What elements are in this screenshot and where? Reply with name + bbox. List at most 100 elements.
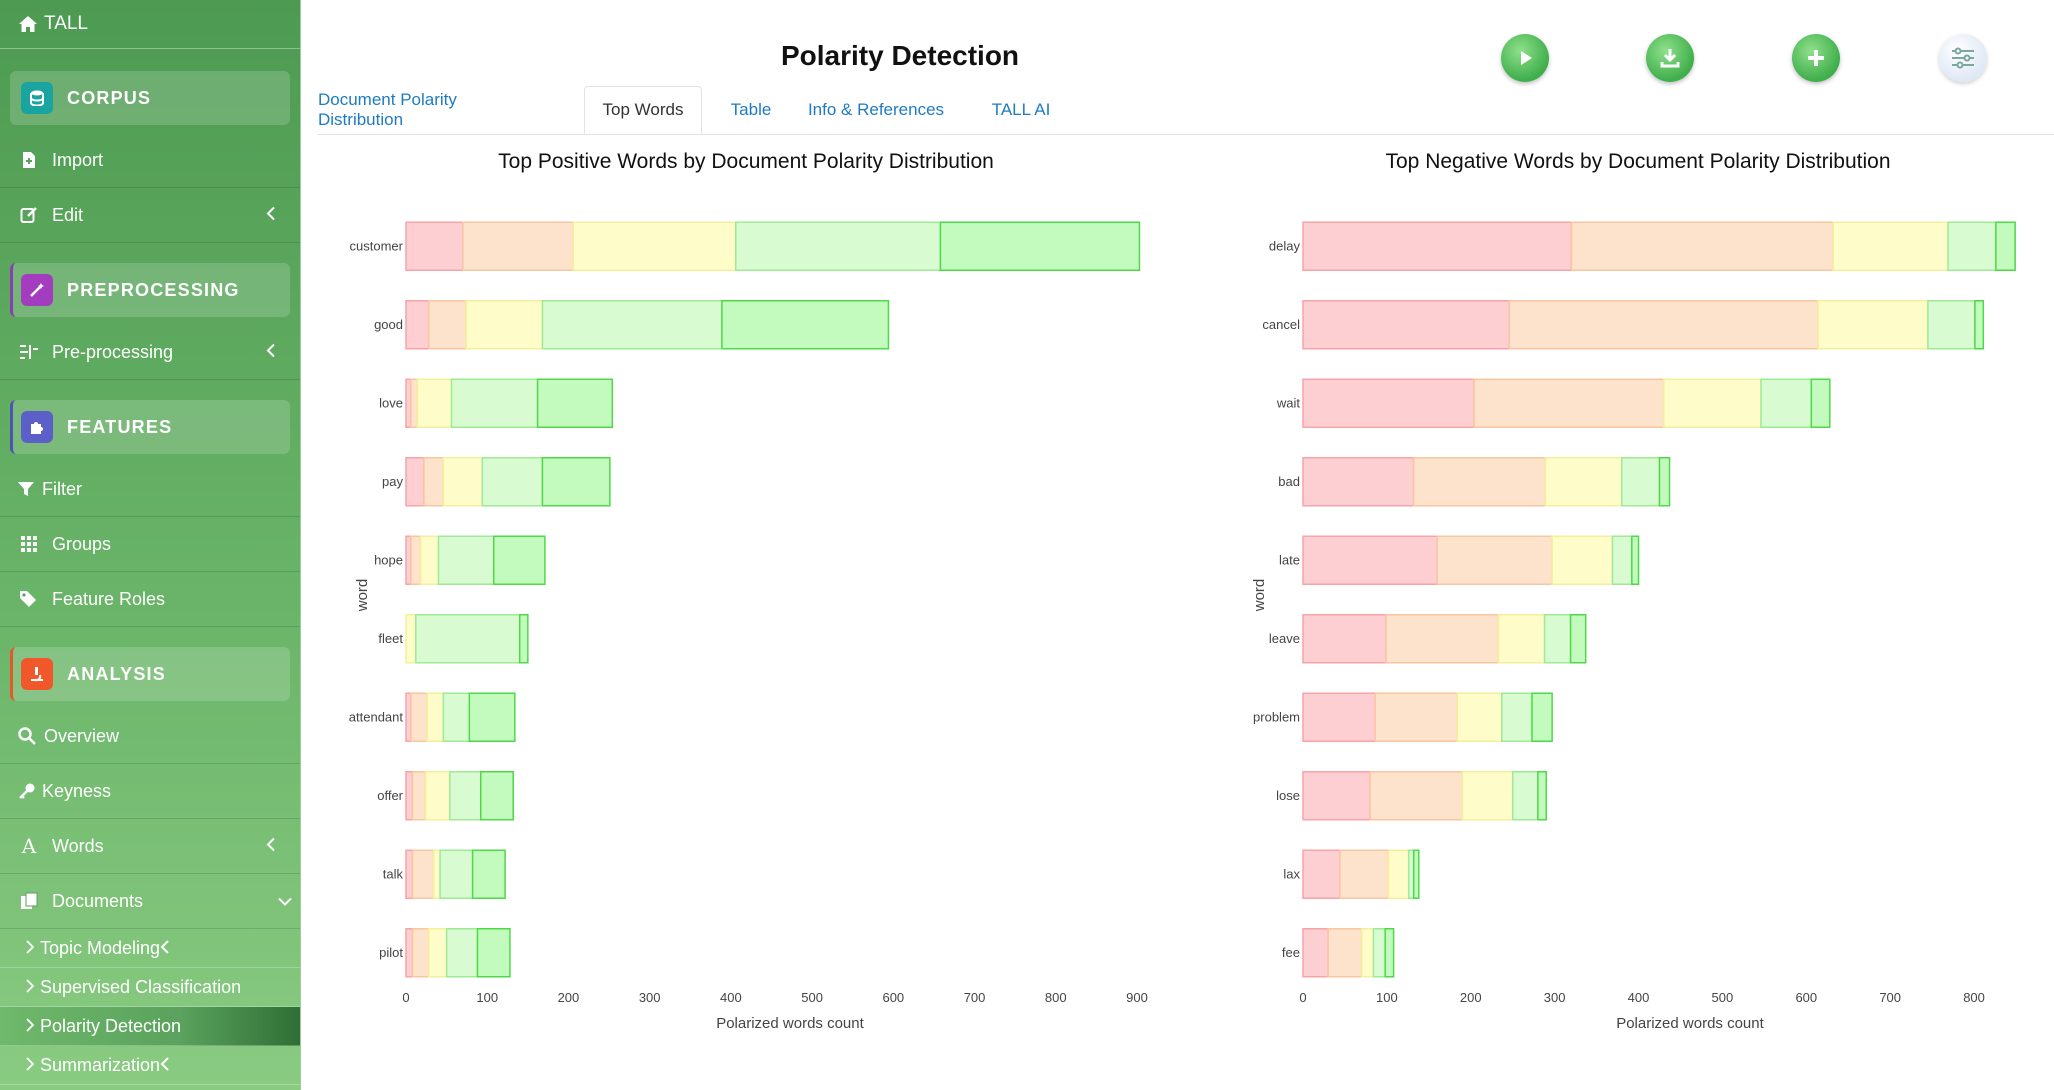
bar-segment[interactable] [432, 849, 441, 899]
bar-segment[interactable] [518, 614, 529, 664]
bar-segment[interactable] [1631, 535, 1640, 585]
sidebar-item-words[interactable]: A Words [0, 819, 300, 874]
bar-segment[interactable] [1544, 457, 1623, 507]
bar-segment[interactable] [1302, 614, 1387, 664]
bar-segment[interactable] [410, 692, 428, 742]
bar-segment[interactable] [1817, 300, 1929, 350]
bar-segment[interactable] [426, 692, 445, 742]
bar-segment[interactable] [405, 457, 425, 507]
bar-segment[interactable] [1384, 928, 1395, 978]
bar-segment[interactable] [414, 614, 521, 664]
bar-segment[interactable] [468, 692, 516, 742]
bar-segment[interactable] [1387, 849, 1410, 899]
bar-segment[interactable] [1531, 692, 1553, 742]
sidebar-item-feature-roles[interactable]: Feature Roles [0, 572, 300, 627]
bar-segment[interactable] [405, 771, 414, 821]
bar-segment[interactable] [1461, 771, 1514, 821]
bar-segment[interactable] [410, 535, 422, 585]
bar-segment[interactable] [465, 300, 544, 350]
section-corpus[interactable]: CORPUS [10, 71, 290, 125]
bar-segment[interactable] [1569, 614, 1587, 664]
bar-segment[interactable] [492, 535, 546, 585]
bar-segment[interactable] [1621, 457, 1661, 507]
tab-table[interactable]: Table [730, 100, 772, 119]
bar-segment[interactable] [427, 300, 467, 350]
bar-segment[interactable] [1385, 614, 1500, 664]
bar-segment[interactable] [411, 771, 427, 821]
add-to-report-button[interactable] [1792, 34, 1840, 82]
bar-segment[interactable] [1501, 692, 1533, 742]
bar-segment[interactable] [1473, 378, 1665, 428]
bar-segment[interactable] [405, 928, 414, 978]
bar-segment[interactable] [423, 457, 445, 507]
sidebar-brand[interactable]: TALL [0, 0, 300, 49]
export-button[interactable] [1646, 34, 1694, 82]
bar-segment[interactable] [1927, 300, 1976, 350]
bar-segment[interactable] [442, 457, 484, 507]
sidebar-subitem-supervised-classification[interactable]: Supervised Classification [0, 968, 300, 1007]
section-features[interactable]: FEATURES [10, 400, 290, 454]
bar-segment[interactable] [1810, 378, 1831, 428]
bar-segment[interactable] [1302, 928, 1329, 978]
bar-segment[interactable] [427, 928, 448, 978]
bar-segment[interactable] [479, 771, 514, 821]
bar-segment[interactable] [735, 221, 942, 271]
bar-segment[interactable] [1497, 614, 1546, 664]
bar-segment[interactable] [419, 535, 440, 585]
bar-segment[interactable] [405, 614, 417, 664]
bar-segment[interactable] [572, 221, 737, 271]
sidebar-subitem-topic-modeling[interactable]: Topic Modeling [0, 929, 300, 968]
sidebar-item-keyness[interactable]: Keyness [0, 764, 300, 819]
bar-segment[interactable] [424, 771, 451, 821]
bar-segment[interactable] [1369, 771, 1464, 821]
bar-segment[interactable] [442, 692, 471, 742]
bar-segment[interactable] [1662, 378, 1762, 428]
sidebar-subitem-polarity-detection[interactable]: Polarity Detection [0, 1007, 300, 1046]
bar-segment[interactable] [1407, 849, 1415, 899]
sidebar-item-preprocessing[interactable]: Pre-processing [0, 325, 300, 380]
tab-top-words[interactable]: Top Words [584, 86, 702, 134]
bar-segment[interactable] [450, 378, 539, 428]
bar-segment[interactable] [411, 928, 430, 978]
bar-segment[interactable] [445, 928, 479, 978]
sidebar-item-import[interactable]: Import [0, 133, 300, 188]
bar-segment[interactable] [1551, 535, 1614, 585]
sidebar-item-overview[interactable]: Overview [0, 709, 300, 764]
bar-segment[interactable] [536, 378, 614, 428]
bar-segment[interactable] [1412, 849, 1420, 899]
bar-segment[interactable] [541, 457, 611, 507]
bar-segment[interactable] [437, 535, 495, 585]
bar-segment[interactable] [411, 849, 435, 899]
bar-segment[interactable] [1302, 535, 1438, 585]
sidebar-item-documents[interactable]: Documents [0, 874, 300, 929]
bar-segment[interactable] [1412, 457, 1547, 507]
bar-segment[interactable] [939, 221, 1141, 271]
bar-segment[interactable] [405, 300, 430, 350]
bar-segment[interactable] [1537, 771, 1548, 821]
section-preprocessing[interactable]: PREPROCESSING [10, 263, 290, 317]
bar-segment[interactable] [476, 928, 511, 978]
bar-segment[interactable] [1302, 771, 1371, 821]
bar-segment[interactable] [1543, 614, 1572, 664]
bar-segment[interactable] [1974, 300, 1985, 350]
bar-segment[interactable] [1947, 221, 1997, 271]
bar-segment[interactable] [1570, 221, 1834, 271]
bar-segment[interactable] [1508, 300, 1819, 350]
bar-segment[interactable] [1511, 771, 1539, 821]
tab-document-polarity-distribution[interactable]: Document Polarity Distribution [318, 90, 457, 129]
bar-segment[interactable] [1374, 692, 1459, 742]
bar-segment[interactable] [541, 300, 723, 350]
bar-segment[interactable] [471, 849, 506, 899]
sidebar-item-groups[interactable]: Groups [0, 517, 300, 572]
bar-segment[interactable] [1658, 457, 1671, 507]
sidebar-item-edit[interactable]: Edit [0, 188, 300, 243]
bar-segment[interactable] [1372, 928, 1386, 978]
bar-segment[interactable] [1302, 300, 1511, 350]
bar-segment[interactable] [721, 300, 890, 350]
bar-segment[interactable] [1456, 692, 1503, 742]
bar-segment[interactable] [1436, 535, 1553, 585]
bar-segment[interactable] [1360, 928, 1375, 978]
tab-info-references[interactable]: Info & References [807, 100, 945, 119]
bar-segment[interactable] [449, 771, 482, 821]
bar-segment[interactable] [1760, 378, 1813, 428]
